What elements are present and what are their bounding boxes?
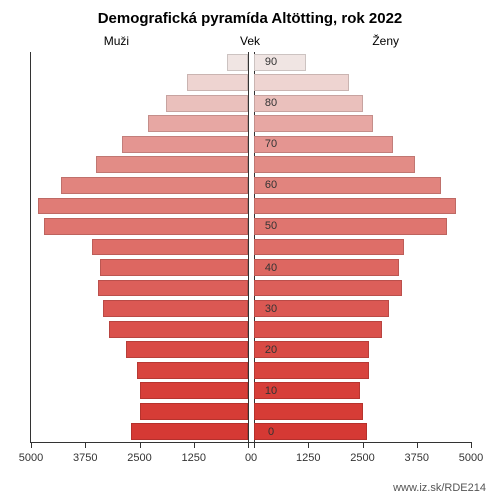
bar-female: [254, 54, 306, 71]
bar-male: [137, 362, 248, 379]
bar-female: [254, 74, 349, 91]
bar-male: [100, 259, 248, 276]
x-tick-label: 2500: [350, 452, 374, 464]
bar-female: [254, 321, 382, 338]
y-tick-label: 70: [265, 138, 277, 150]
bar-male: [227, 54, 248, 71]
pyramid-chart: Demografická pyramída Altötting, rok 202…: [0, 0, 500, 500]
left-side-label: Muži: [104, 34, 129, 48]
y-tick-label: 60: [265, 179, 277, 191]
x-tick-label: 5000: [459, 452, 483, 464]
bar-female: [254, 218, 447, 235]
bar-male: [92, 239, 248, 256]
bar-male: [98, 280, 248, 297]
bar-female: [254, 403, 363, 420]
bar-male: [140, 403, 249, 420]
bar-female: [254, 115, 373, 132]
bar-male: [38, 198, 248, 215]
plot-area: 0012501250250025003750375050005000: [30, 52, 471, 443]
y-tick-label: 80: [265, 97, 277, 109]
y-tick-label: 20: [265, 344, 277, 356]
bar-male: [109, 321, 248, 338]
bar-female: [254, 239, 404, 256]
bar-male: [140, 382, 249, 399]
y-tick-label: 30: [265, 303, 277, 315]
bar-female: [254, 280, 402, 297]
bar-male: [122, 136, 248, 153]
bar-female: [254, 362, 369, 379]
x-tick-label: 1250: [182, 452, 206, 464]
bar-male: [44, 218, 248, 235]
chart-title: Demografická pyramída Altötting, rok 202…: [0, 10, 500, 27]
bar-male: [96, 156, 248, 173]
x-tick-label: 3750: [73, 452, 97, 464]
y-tick-label: 40: [265, 262, 277, 274]
x-tick-label: 2500: [127, 452, 151, 464]
bar-male: [131, 423, 248, 440]
x-tick-label: 5000: [19, 452, 43, 464]
y-tick-label: 10: [265, 385, 277, 397]
bar-female: [254, 156, 415, 173]
bar-male: [103, 300, 248, 317]
source-text: www.iz.sk/RDE214: [393, 482, 486, 494]
right-side-label: Ženy: [372, 34, 399, 48]
bar-female: [254, 177, 441, 194]
y-tick-label: 90: [265, 56, 277, 68]
center-axis-label: Vek: [240, 34, 260, 48]
bar-male: [187, 74, 248, 91]
bar-male: [166, 95, 248, 112]
x-tick-label: 3750: [405, 452, 429, 464]
bar-male: [126, 341, 248, 358]
bar-female: [254, 198, 456, 215]
x-tick-label: 0: [251, 452, 257, 464]
bar-male: [61, 177, 248, 194]
bar-male: [148, 115, 248, 132]
y-tick-label: 0: [268, 426, 274, 438]
x-tick-label: 1250: [296, 452, 320, 464]
y-tick-label: 50: [265, 220, 277, 232]
